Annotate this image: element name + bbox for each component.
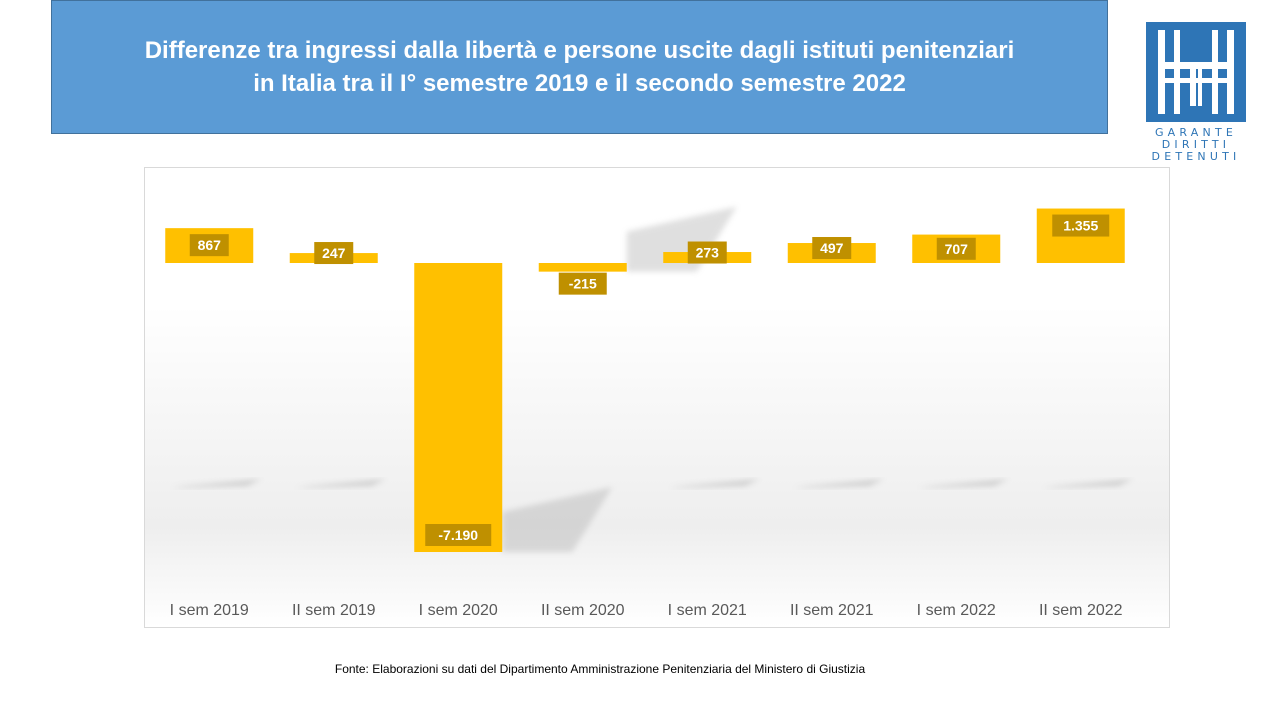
data-label-box (558, 272, 607, 295)
data-label-box (1052, 214, 1110, 237)
x-tick-label: II sem 2020 (541, 602, 625, 619)
x-tick-label: II sem 2022 (1039, 602, 1123, 619)
data-label: -215 (569, 276, 597, 292)
x-tick-label: II sem 2021 (790, 602, 874, 619)
title-line-2: in Italia tra il I° semestre 2019 e il s… (253, 70, 906, 97)
logo-mark (1146, 22, 1246, 122)
bar-shadow (669, 479, 760, 488)
x-tick-label: II sem 2019 (292, 602, 376, 619)
data-label: 273 (696, 245, 720, 261)
bar-shadow (295, 479, 386, 488)
title-line-1: Differenze tra ingressi dalla libertà e … (144, 37, 1015, 64)
bar-shadow (793, 479, 884, 488)
logo-text-2: DIRITTI (1161, 138, 1231, 151)
data-label-box (812, 237, 852, 260)
chart-area: 867 247 -7.190 -215 273 497 707 1.355 I sem 201… (144, 167, 1170, 628)
data-label-box (314, 242, 354, 265)
bar (414, 263, 503, 552)
x-tick-label: I sem 2022 (917, 602, 996, 619)
logo-text-1: GARANTE (1154, 126, 1238, 139)
data-label: 867 (198, 237, 222, 253)
data-label-box (687, 241, 727, 264)
data-label: 247 (322, 245, 346, 261)
x-tick-label: I sem 2020 (419, 602, 498, 619)
data-label-box (936, 237, 976, 260)
data-label: 1.355 (1063, 218, 1098, 234)
bar-shadow (1042, 479, 1133, 488)
bar-shadow (171, 479, 262, 488)
source-note: Fonte: Elaborazioni su dati del Dipartim… (334, 662, 866, 676)
data-label: 497 (820, 240, 844, 256)
data-label: 707 (945, 241, 969, 257)
x-tick-label: I sem 2021 (668, 602, 747, 619)
x-tick-label: I sem 2019 (170, 602, 249, 619)
data-label-box (189, 234, 229, 257)
data-label-box (425, 524, 492, 546)
bar-shadow (502, 487, 613, 552)
bar-shadow (626, 206, 737, 272)
bar-chart: 867 247 -7.190 -215 273 497 707 1.355 I sem 201… (165, 206, 1133, 619)
garante-logo: GARANTE DIRITTI DETENUTI (1146, 22, 1246, 167)
bar-shadow (918, 479, 1009, 488)
logo-glyph-icon (1158, 30, 1234, 114)
logo-text-3: DETENUTI (1151, 150, 1241, 163)
bar (538, 263, 627, 272)
data-label: -7.190 (438, 527, 478, 543)
title-banner: Differenze tra ingressi dalla libertà e … (51, 0, 1108, 134)
